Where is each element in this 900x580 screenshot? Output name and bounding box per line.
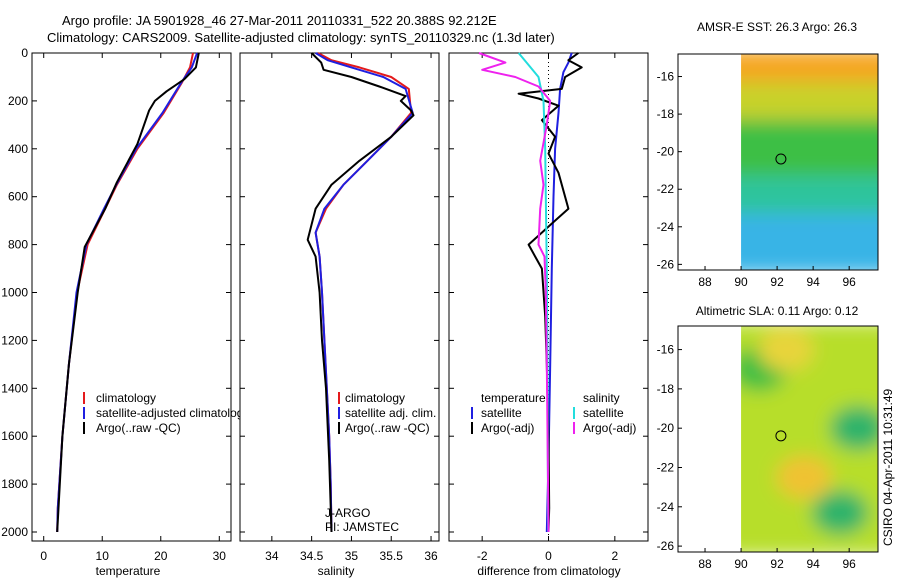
y-tick-label: 2000 [1,525,28,539]
difference-panel: -2 0 2 difference from climatology tempera… [448,52,649,578]
difference-xlabel: difference from climatology [477,564,620,578]
x-tick-label: -2 [477,549,488,563]
y-tick-label: 1000 [1,286,28,300]
y-tick-label: -20 [657,145,675,159]
temperature-axes: 0 10 20 30 0 200 400 600 800 1000 1200 1400 1600 1800… [1,46,231,563]
legend-label-temp-satellite: satellite [481,406,522,420]
sla-map-title: Altimetric SLA: 0.11 Argo: 0.12 [696,304,859,318]
heatmap-region [737,213,878,270]
sla-axes: 88 90 92 94 96 -16 -18 -20 -22 -24 -26 [657,343,857,571]
sst-heatmap [737,54,878,270]
y-tick-label: -16 [657,343,675,357]
sst-map-title: AMSR-E SST: 26.3 Argo: 26.3 [697,20,857,34]
x-tick-label: 34 [265,549,279,563]
salinity-axes: 34 34.5 35 35.5 36 [240,52,439,563]
credit-timestamp: CSIRO 04-Apr-2011 10:31:49 [881,388,895,546]
x-tick-label: 90 [734,557,748,571]
legend-label-sal-argo: Argo(-adj) [583,421,636,435]
y-tick-label: -26 [657,539,675,553]
legend-label-satellite-adjusted: satellite-adjusted climatology [96,406,249,420]
x-tick-label: 96 [842,275,856,289]
x-tick-label: 94 [806,275,820,289]
x-tick-label: 94 [806,557,820,571]
sla-map-panel: Altimetric SLA: 0.11 Argo: 0.12 88 90 92 94… [657,304,879,571]
x-tick-label: 88 [698,275,712,289]
x-tick-label: 92 [770,557,784,571]
y-tick-label: -16 [657,70,675,84]
heatmap-blob [830,406,878,451]
y-tick-label: -20 [657,421,675,435]
y-tick-label: -24 [657,220,675,234]
legend-label-climatology: climatology [96,391,156,405]
x-tick-label: 35 [345,549,359,563]
x-tick-label: 96 [842,557,856,571]
series-line-temperature-satellite [545,52,573,533]
y-tick-label: 800 [8,238,28,252]
salinity-legend: climatology satellite adj. clim. Argo(..… [338,391,436,435]
legend-label-temp-argo: Argo(-adj) [481,421,534,435]
x-tick-label: 34.5 [300,549,324,563]
no-data-area [737,54,742,270]
legend-label-argo: Argo(..raw -QC) [345,421,430,435]
difference-legend: temperature salinity satellite Argo(-adj… [471,391,636,435]
y-tick-label: -24 [657,500,675,514]
y-tick-label: -22 [657,460,675,474]
sst-map-panel: AMSR-E SST: 26.3 Argo: 26.3 88 90 92 94 96 -1… [657,20,879,289]
series-line-argo-raw-qc [306,52,415,533]
y-tick-label: -18 [657,382,675,396]
y-tick-label: 1400 [1,381,28,395]
y-tick-label: 1200 [1,333,28,347]
heatmap-field [737,54,878,270]
y-tick-label: -26 [657,257,675,271]
x-tick-label: 10 [96,549,110,563]
temperature-legend: climatology satellite-adjusted climatolo… [83,391,249,435]
heatmap-field [737,326,878,552]
legend-group-salinity: salinity [583,391,620,405]
y-tick-label: 1600 [1,429,28,443]
temperature-panel: 0 10 20 30 0 200 400 600 800 1000 1200 1400 1600 1800… [1,46,249,578]
y-tick-label: 600 [8,190,28,204]
no-data-area [737,326,742,552]
heatmap-region [737,119,878,184]
legend-label-argo: Argo(..raw -QC) [96,421,181,435]
heatmap-blob [812,490,869,535]
header-line1: Argo profile: JA 5901928_46 27-Mar-2011 … [62,13,497,28]
x-tick-label: 30 [213,549,227,563]
sla-heatmap [737,326,878,552]
x-tick-label: 88 [698,557,712,571]
header-line2: Climatology: CARS2009. Satellite-adjuste… [47,30,555,45]
legend-group-temperature: temperature [481,391,546,405]
y-tick-label: 200 [8,94,28,108]
temperature-xlabel: temperature [96,564,161,578]
x-tick-label: 2 [611,549,618,563]
y-tick-label: 1800 [1,477,28,491]
y-tick-label: -22 [657,182,675,196]
legend-label-satellite-adj: satellite adj. clim. [345,406,436,420]
sst-axes: 88 90 92 94 96 -16 -18 -20 -22 -24 -26 [657,70,857,289]
heatmap-blob [776,455,833,500]
series-line-salinity-argo-adj [478,52,552,533]
x-tick-label: 0 [545,549,552,563]
annotation-pi: PI: JAMSTEC [325,520,399,534]
heatmap-blob [758,327,815,372]
x-tick-label: 92 [770,275,784,289]
x-tick-label: 90 [734,275,748,289]
y-tick-label: 400 [8,142,28,156]
difference-axes: -2 0 2 [449,52,648,563]
salinity-panel: 34 34.5 35 35.5 36 salinity climatology sate… [239,52,440,578]
x-tick-label: 36 [424,549,438,563]
y-tick-label: 0 [21,46,28,60]
argo-location-marker [775,153,787,165]
series-line-argo-raw-qc [56,52,200,533]
x-tick-label: 35.5 [380,549,404,563]
annotation-program: J-ARGO [325,506,370,520]
legend-label-climatology: climatology [345,391,405,405]
y-tick-label: -18 [657,107,675,121]
x-tick-label: 0 [40,549,47,563]
argo-location-marker [775,430,787,442]
legend-label-sal-satellite: satellite [583,406,624,420]
salinity-xlabel: salinity [318,564,355,578]
x-tick-label: 20 [154,549,168,563]
